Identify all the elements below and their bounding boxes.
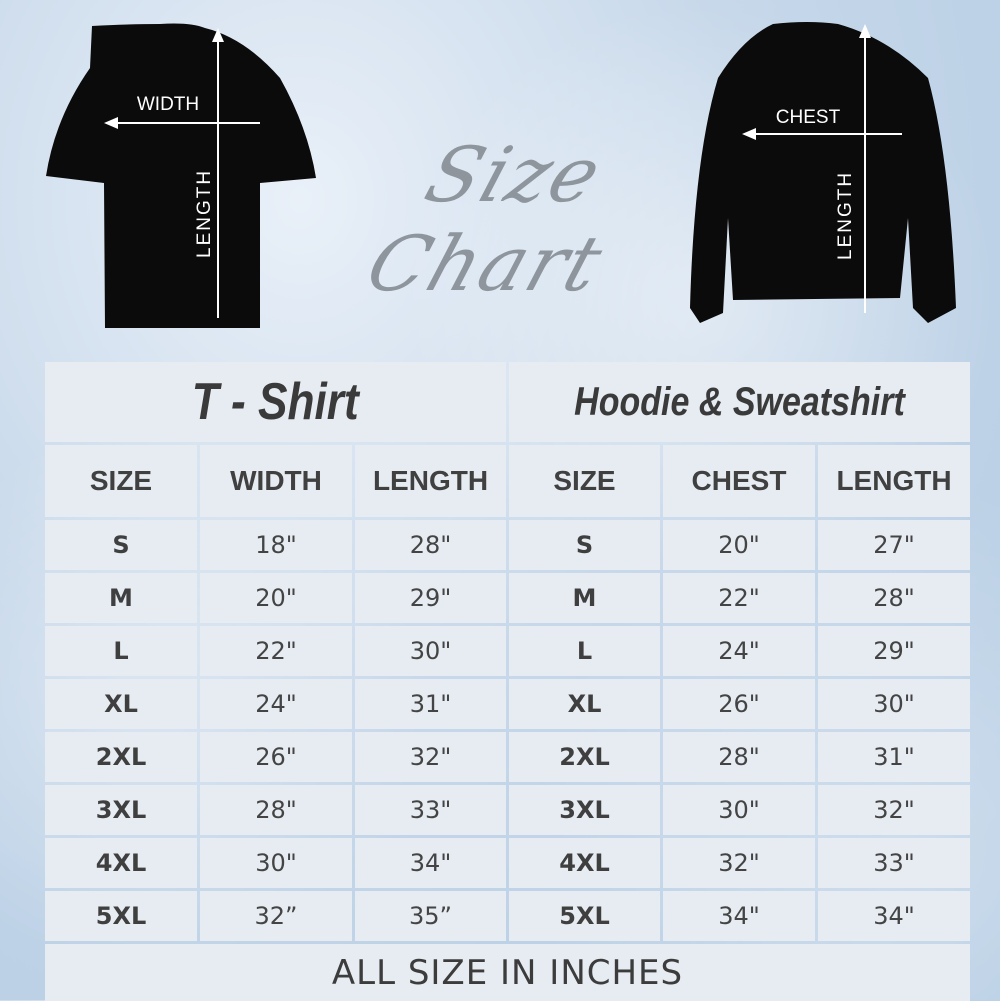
tshirt-heading: T - Shirt	[192, 373, 359, 431]
tshirt-measurement-cell: 28"	[200, 785, 352, 835]
hoodie-size-cell: 3XL	[509, 785, 660, 835]
hoodie-measurement-cell: 27"	[818, 520, 970, 570]
hoodie-size-cell: M	[509, 573, 660, 623]
tshirt-measurement-cell: 29"	[355, 573, 506, 623]
hoodie-size-cell: S	[509, 520, 660, 570]
tshirt-measurement-cell: 31"	[355, 679, 506, 729]
column-header: SIZE	[509, 445, 660, 517]
tshirt-measurement-cell: 35”	[355, 891, 506, 941]
hoodie-measurement-cell: 32"	[663, 838, 815, 888]
column-header: LENGTH	[818, 445, 970, 517]
tshirt-size-cell: S	[45, 520, 197, 570]
tshirt-size-cell: 2XL	[45, 732, 197, 782]
tshirt-size-cell: 5XL	[45, 891, 197, 941]
tshirt-measurement-cell: 20"	[200, 573, 352, 623]
chest-label: CHEST	[776, 107, 841, 128]
hoodie-measurement-cell: 22"	[663, 573, 815, 623]
tshirt-measurement-cell: 28"	[355, 520, 506, 570]
hoodie-measurement-cell: 20"	[663, 520, 815, 570]
hoodie-measurement-cell: 30"	[818, 679, 970, 729]
size-chart-title: Size Chart	[356, 130, 615, 308]
tshirt-size-cell: XL	[45, 679, 197, 729]
tshirt-measurement-cell: 30"	[200, 838, 352, 888]
hoodie-measurement-cell: 26"	[663, 679, 815, 729]
column-header: SIZE	[45, 445, 197, 517]
hoodie-measurement-cell: 31"	[818, 732, 970, 782]
hoodie-heading-cell: Hoodie & Sweatshirt	[509, 362, 970, 442]
tshirt-illustration: WIDTH LENGTH	[46, 23, 316, 328]
tshirt-size-cell: 3XL	[45, 785, 197, 835]
tshirt-measurement-cell: 33"	[355, 785, 506, 835]
hoodie-measurement-cell: 30"	[663, 785, 815, 835]
column-header: CHEST	[663, 445, 815, 517]
hoodie-measurement-cell: 29"	[818, 626, 970, 676]
hoodie-measurement-cell: 28"	[663, 732, 815, 782]
hoodie-heading: Hoodie & Sweatshirt	[574, 379, 905, 424]
units-footer: ALL SIZE IN INCHES	[45, 944, 970, 1001]
hoodie-measurement-cell: 33"	[818, 838, 970, 888]
hoodie-size-cell: XL	[509, 679, 660, 729]
hoodie-size-cell: L	[509, 626, 660, 676]
column-header: LENGTH	[355, 445, 506, 517]
hoodie-measurement-cell: 28"	[818, 573, 970, 623]
length-label: LENGTH	[194, 169, 215, 258]
tshirt-measurement-cell: 24"	[200, 679, 352, 729]
length-label: LENGTH	[835, 171, 856, 260]
width-label: WIDTH	[137, 94, 199, 115]
size-table: T - Shirt Hoodie & Sweatshirt SIZE WIDTH L…	[45, 362, 970, 1001]
tshirt-measurement-cell: 26"	[200, 732, 352, 782]
tshirt-measurement-cell: 32"	[355, 732, 506, 782]
hoodie-measurement-cell: 24"	[663, 626, 815, 676]
tshirt-measurement-cell: 18"	[200, 520, 352, 570]
tshirt-size-cell: 4XL	[45, 838, 197, 888]
hoodie-measurement-cell: 34"	[663, 891, 815, 941]
tshirt-measurement-cell: 22"	[200, 626, 352, 676]
tshirt-size-cell: L	[45, 626, 197, 676]
hoodie-size-cell: 4XL	[509, 838, 660, 888]
hoodie-measurement-cell: 32"	[818, 785, 970, 835]
tshirt-measurement-cell: 30"	[355, 626, 506, 676]
tshirt-measurement-cell: 34"	[355, 838, 506, 888]
hoodie-measurement-cell: 34"	[818, 891, 970, 941]
tshirt-measurement-cell: 32”	[200, 891, 352, 941]
hoodie-size-cell: 2XL	[509, 732, 660, 782]
tshirt-heading-cell: T - Shirt	[45, 362, 506, 442]
tshirt-size-cell: M	[45, 573, 197, 623]
sweatshirt-illustration: CHEST LENGTH	[690, 22, 956, 323]
hoodie-size-cell: 5XL	[509, 891, 660, 941]
column-header: WIDTH	[200, 445, 352, 517]
